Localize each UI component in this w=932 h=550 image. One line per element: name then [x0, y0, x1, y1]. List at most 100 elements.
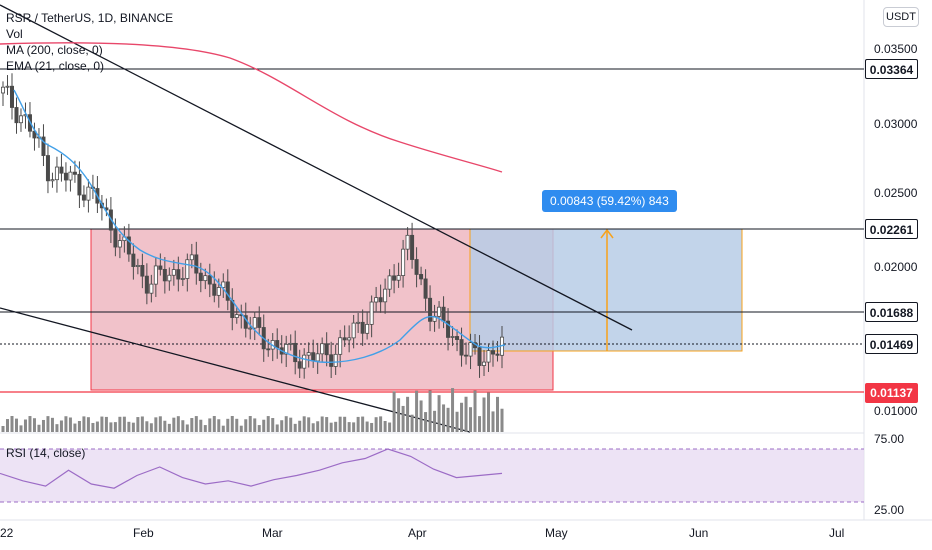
- price-tick: 0.03000: [874, 117, 918, 131]
- candle-body: [176, 269, 181, 280]
- time-tick: Jul: [829, 526, 845, 540]
- legend-symbol[interactable]: RSR / TetherUS, 1D, BINANCE: [6, 11, 174, 25]
- candle-body: [414, 259, 419, 275]
- candle-body: [297, 361, 302, 369]
- price-tick: 0.02500: [874, 186, 918, 200]
- candle-body: [365, 323, 370, 334]
- candle-body: [491, 350, 496, 355]
- volume-bar: [95, 421, 99, 432]
- price-badge-02261[interactable]: 0.02261: [865, 219, 918, 239]
- volume-bar: [289, 417, 293, 432]
- candle-body: [315, 353, 320, 362]
- volume-bar: [428, 390, 432, 432]
- volume-bar: [19, 425, 23, 432]
- candle-body: [306, 352, 311, 356]
- price-badge-01469[interactable]: 0.01469: [865, 334, 918, 354]
- volume-bar: [257, 425, 261, 432]
- volume-bars: [1, 388, 504, 432]
- candle-body: [369, 301, 374, 325]
- volume-bar: [68, 417, 72, 432]
- price-tick: 0.01000: [874, 404, 918, 418]
- volume-bar: [163, 420, 167, 432]
- volume-bar: [388, 422, 392, 432]
- price-badge-01688[interactable]: 0.01688: [865, 302, 918, 322]
- candle-body: [468, 342, 473, 357]
- candle-body: [477, 347, 482, 366]
- legend-ma[interactable]: MA (200, close, 0): [6, 43, 103, 57]
- candle-body: [257, 317, 262, 328]
- price-badge-01137[interactable]: 0.01137: [865, 383, 918, 403]
- candle-body: [81, 194, 86, 201]
- volume-bar: [5, 419, 9, 432]
- target-box[interactable]: [469, 228, 743, 352]
- volume-bar: [136, 417, 140, 432]
- volume-bar: [23, 419, 27, 432]
- candle-body: [495, 353, 500, 356]
- volume-bar: [185, 424, 189, 432]
- candle-body: [374, 297, 379, 303]
- candle-body: [41, 136, 46, 156]
- volume-bar: [442, 404, 446, 432]
- candle-body: [392, 275, 397, 281]
- volume-bar: [397, 398, 401, 432]
- candle-body: [423, 278, 428, 299]
- volume-bar: [298, 420, 302, 432]
- candle-body: [14, 107, 19, 124]
- volume-bar: [91, 422, 95, 432]
- candle-body: [117, 240, 122, 248]
- candle-body: [252, 317, 257, 329]
- downtrend-line-lower[interactable]: [0, 307, 471, 433]
- volume-bar: [316, 421, 320, 432]
- volume-bar: [410, 414, 414, 432]
- volume-bar: [212, 416, 216, 432]
- volume-bar: [221, 425, 225, 432]
- volume-bar: [77, 420, 81, 432]
- candle-body: [360, 321, 365, 334]
- candle-body: [153, 265, 158, 285]
- candle-body: [180, 278, 185, 280]
- candle-body: [171, 269, 176, 276]
- volume-bar: [343, 416, 347, 432]
- candle-body: [131, 253, 136, 267]
- volume-bar: [271, 418, 275, 432]
- volume-bar: [140, 416, 144, 432]
- ema21-line[interactable]: [13, 89, 506, 363]
- price-badge-03364[interactable]: 0.03364: [865, 59, 918, 79]
- downtrend-line-upper[interactable]: [0, 4, 633, 331]
- volume-bar: [437, 395, 441, 432]
- candle-body: [266, 348, 271, 351]
- ma200-line[interactable]: [0, 42, 503, 173]
- volume-bar: [307, 417, 311, 432]
- volume-bar: [176, 416, 180, 432]
- legend-ema[interactable]: EMA (21, close, 0): [6, 59, 105, 73]
- candle-body: [342, 337, 347, 341]
- volume-bar: [266, 416, 270, 432]
- volume-bar: [500, 408, 504, 432]
- candle-body: [149, 283, 154, 294]
- volume-bar: [280, 420, 284, 432]
- candle-body: [356, 321, 361, 324]
- volume-bar: [383, 421, 387, 432]
- legend-vol[interactable]: Vol: [6, 27, 23, 41]
- time-tick: Apr: [408, 526, 427, 540]
- candle-body: [428, 297, 433, 322]
- volume-bar: [262, 419, 266, 432]
- rsi-line[interactable]: [0, 448, 503, 489]
- candle-body: [459, 339, 464, 356]
- volume-bar: [181, 420, 185, 432]
- volume-bar: [370, 422, 374, 432]
- candle-body: [347, 337, 352, 341]
- time-tick: May: [545, 526, 568, 540]
- volume-bar: [302, 416, 306, 432]
- legend-rsi[interactable]: RSI (14, close): [6, 446, 86, 460]
- volume-bar: [487, 392, 491, 432]
- currency-button[interactable]: USDT: [883, 7, 919, 27]
- volume-bar: [199, 419, 203, 432]
- volume-bar: [73, 423, 77, 432]
- volume-bar: [334, 421, 338, 432]
- candle-body: [77, 173, 82, 196]
- candle-body: [248, 327, 253, 330]
- volume-bar: [460, 402, 464, 432]
- volume-bar: [275, 424, 279, 432]
